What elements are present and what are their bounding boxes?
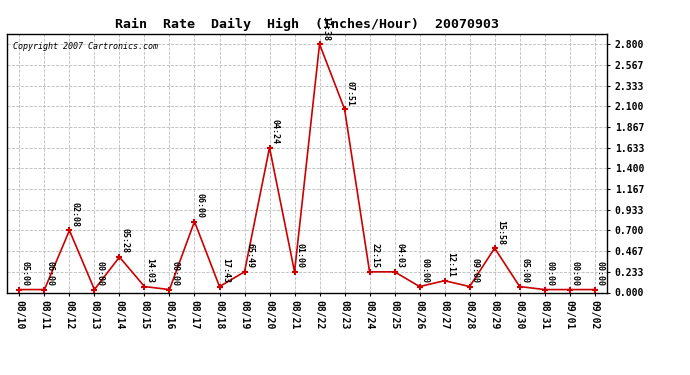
- Text: 00:00: 00:00: [170, 261, 179, 286]
- Text: 14:03: 14:03: [146, 258, 155, 283]
- Text: 00:00: 00:00: [96, 261, 105, 286]
- Text: 05:28: 05:28: [121, 228, 130, 254]
- Text: Copyright 2007 Cartronics.com: Copyright 2007 Cartronics.com: [13, 42, 158, 51]
- Text: 17:43: 17:43: [221, 258, 230, 283]
- Text: 05:00: 05:00: [21, 261, 30, 286]
- Text: 06:00: 06:00: [196, 193, 205, 218]
- Text: 04:24: 04:24: [270, 119, 279, 144]
- Text: 17:38: 17:38: [321, 16, 330, 40]
- Text: 65:49: 65:49: [246, 243, 255, 268]
- Text: 00:00: 00:00: [596, 261, 605, 286]
- Title: Rain  Rate  Daily  High  (Inches/Hour)  20070903: Rain Rate Daily High (Inches/Hour) 20070…: [115, 18, 499, 31]
- Text: 00:00: 00:00: [571, 261, 580, 286]
- Text: 00:00: 00:00: [421, 258, 430, 283]
- Text: 09:00: 09:00: [471, 258, 480, 283]
- Text: 07:51: 07:51: [346, 81, 355, 106]
- Text: 04:03: 04:03: [396, 243, 405, 268]
- Text: 02:08: 02:08: [70, 202, 79, 227]
- Text: 05:00: 05:00: [521, 258, 530, 283]
- Text: 22:15: 22:15: [371, 243, 380, 268]
- Text: 06:00: 06:00: [46, 261, 55, 286]
- Text: 00:00: 00:00: [546, 261, 555, 286]
- Text: 15:58: 15:58: [496, 220, 505, 245]
- Text: 01:00: 01:00: [296, 243, 305, 268]
- Text: 12:11: 12:11: [446, 252, 455, 277]
